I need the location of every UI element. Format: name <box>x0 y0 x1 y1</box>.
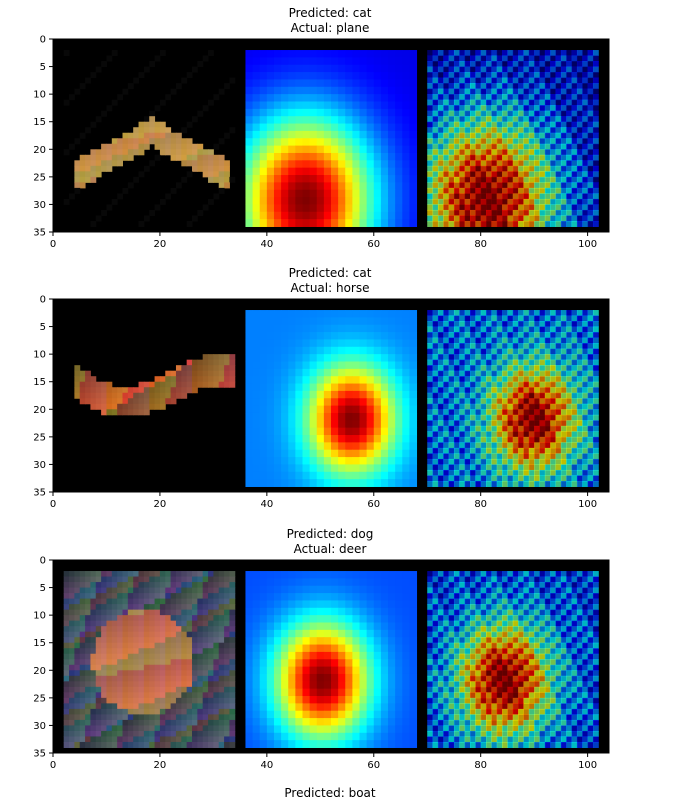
x-tick-label: 20 <box>154 760 167 771</box>
y-tick-label: 0 <box>40 556 46 567</box>
y-tick-label: 5 <box>40 322 46 333</box>
x-tick-label: 0 <box>50 499 56 510</box>
x-tick-label: 60 <box>367 760 380 771</box>
y-tick-label: 0 <box>40 35 46 46</box>
y-tick-label: 25 <box>33 432 46 443</box>
image-axes: 0 20 40 60 80 100 0 5 10 15 20 25 30 35 <box>0 527 699 787</box>
y-tick-label: 30 <box>33 721 46 732</box>
image-axes: 0 20 40 60 80 100 0 5 10 15 20 25 30 35 <box>0 266 699 526</box>
y-tick-label: 35 <box>33 228 46 239</box>
overlay-image <box>427 310 599 487</box>
x-tick-label: 100 <box>578 760 597 771</box>
x-tick-label: 0 <box>50 239 56 250</box>
y-tick-label: 10 <box>33 611 46 622</box>
heatmap-image <box>245 50 417 227</box>
original-image <box>64 571 236 748</box>
y-tick-label: 35 <box>33 749 46 760</box>
x-tick-label: 80 <box>474 499 487 510</box>
y-tick-label: 20 <box>33 145 46 156</box>
y-tick-label: 35 <box>33 488 46 499</box>
y-tick-label: 15 <box>33 117 46 128</box>
y-tick-label: 15 <box>33 377 46 388</box>
overlay-image <box>427 50 599 227</box>
y-tick-label: 15 <box>33 638 46 649</box>
next-panel-title: Predicted: boat <box>0 786 660 801</box>
x-tick-label: 100 <box>578 499 597 510</box>
y-tick-label: 25 <box>33 172 46 183</box>
heatmap-image <box>245 571 417 748</box>
x-tick-label: 60 <box>367 499 380 510</box>
image-axes: 0 20 40 60 80 100 0 5 10 15 20 25 30 35 <box>0 6 699 266</box>
x-tick-label: 80 <box>474 760 487 771</box>
y-tick-label: 0 <box>40 295 46 306</box>
y-tick-label: 5 <box>40 62 46 73</box>
y-tick-label: 30 <box>33 460 46 471</box>
x-tick-label: 20 <box>154 239 167 250</box>
y-tick-label: 10 <box>33 90 46 101</box>
overlay-image <box>427 571 599 748</box>
x-tick-label: 40 <box>260 760 273 771</box>
x-tick-label: 20 <box>154 499 167 510</box>
y-tick-label: 10 <box>33 350 46 361</box>
x-tick-label: 100 <box>578 239 597 250</box>
y-tick-label: 30 <box>33 200 46 211</box>
y-tick-label: 25 <box>33 693 46 704</box>
y-tick-label: 20 <box>33 666 46 677</box>
x-tick-label: 0 <box>50 760 56 771</box>
x-tick-label: 80 <box>474 239 487 250</box>
x-tick-label: 40 <box>260 499 273 510</box>
y-tick-label: 20 <box>33 405 46 416</box>
x-tick-label: 60 <box>367 239 380 250</box>
heatmap-image <box>245 310 417 487</box>
y-tick-label: 5 <box>40 583 46 594</box>
x-tick-label: 40 <box>260 239 273 250</box>
